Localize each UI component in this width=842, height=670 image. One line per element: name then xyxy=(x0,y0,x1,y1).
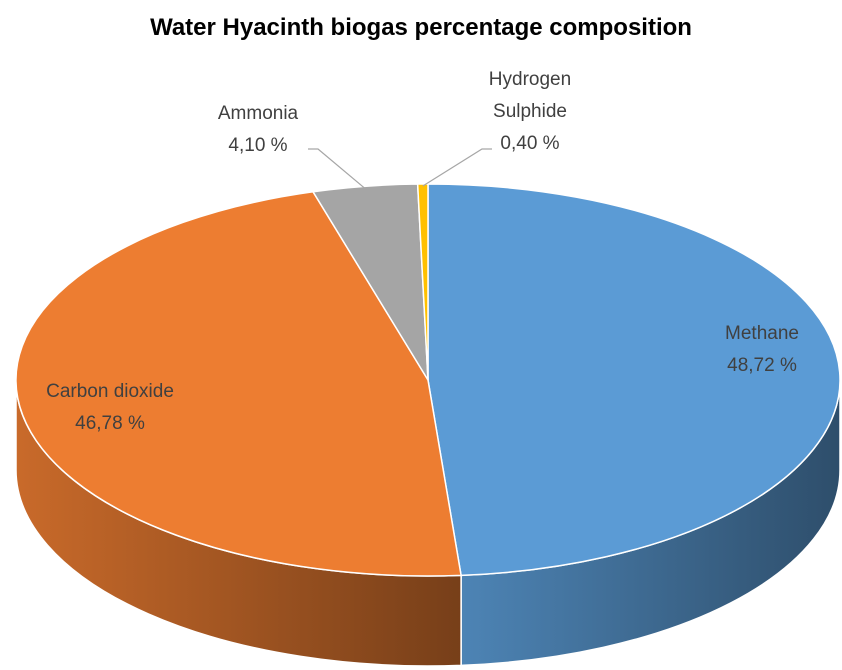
chart-title: Water Hyacinth biogas percentage composi… xyxy=(150,14,692,41)
pie-slice xyxy=(15,190,462,577)
label-category: Carbon dioxide xyxy=(46,381,174,402)
label-category: Hydrogen Sulphide xyxy=(488,69,572,122)
label-value: 46,78 % xyxy=(75,413,145,434)
data-label: Ammonia 4,10 % xyxy=(190,98,326,162)
data-label: Methane 48,72 % xyxy=(672,318,842,382)
label-value: 0,40 % xyxy=(500,133,560,154)
data-label: Carbon dioxide 46,78 % xyxy=(10,376,210,440)
label-value: 4,10 % xyxy=(228,135,288,156)
leader-line xyxy=(422,148,492,187)
label-category: Methane xyxy=(725,323,799,344)
leader-line xyxy=(308,148,366,189)
label-value: 48,72 % xyxy=(727,355,797,376)
data-label: Hydrogen Sulphide 0,40 % xyxy=(470,64,590,160)
pie-slice xyxy=(427,183,841,577)
pie-slice xyxy=(416,183,429,381)
label-category: Ammonia xyxy=(217,103,299,124)
